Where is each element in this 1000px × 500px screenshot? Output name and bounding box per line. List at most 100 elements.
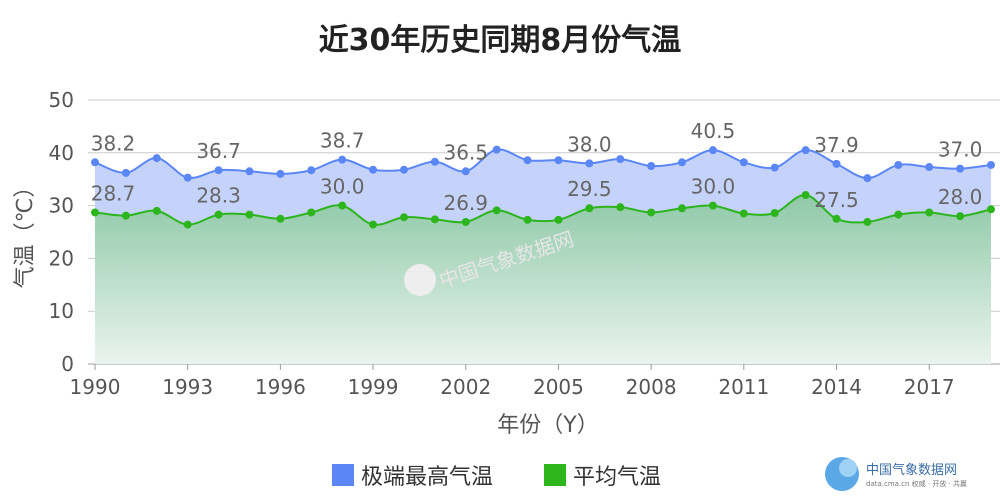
data-point-max[interactable] bbox=[739, 158, 748, 167]
data-point-max[interactable] bbox=[863, 174, 872, 183]
watermark-subtitle: data.cma.cn 权威 · 开放 · 共赢 bbox=[866, 479, 967, 488]
data-point-max[interactable] bbox=[152, 154, 161, 163]
data-point-avg[interactable] bbox=[739, 209, 748, 218]
y-tick-label: 0 bbox=[61, 352, 74, 376]
data-point-avg[interactable] bbox=[492, 206, 501, 215]
data-point-max[interactable] bbox=[461, 167, 470, 176]
legend-item-avg[interactable]: 平均气温 bbox=[544, 464, 661, 490]
watermark-logo: 中国气象数据网 data.cma.cn 权威 · 开放 · 共赢 bbox=[825, 457, 967, 491]
data-point-max[interactable] bbox=[678, 158, 687, 167]
x-tick-label: 1993 bbox=[162, 375, 213, 399]
data-label-max: 37.9 bbox=[814, 133, 859, 157]
data-point-avg[interactable] bbox=[585, 204, 594, 213]
data-point-avg[interactable] bbox=[91, 208, 99, 217]
data-point-max[interactable] bbox=[708, 146, 717, 155]
data-point-avg[interactable] bbox=[925, 208, 934, 217]
x-tick-label: 2014 bbox=[811, 375, 862, 399]
x-tick-label: 2005 bbox=[533, 375, 584, 399]
data-point-max[interactable] bbox=[245, 167, 254, 176]
data-point-avg[interactable] bbox=[245, 210, 254, 219]
x-tick-label: 2017 bbox=[904, 375, 955, 399]
x-tick-label: 1996 bbox=[255, 375, 306, 399]
data-point-avg[interactable] bbox=[770, 208, 779, 217]
data-point-avg[interactable] bbox=[214, 210, 223, 219]
data-point-max[interactable] bbox=[894, 160, 903, 169]
data-point-max[interactable] bbox=[925, 163, 934, 172]
data-label-max: 38.0 bbox=[567, 132, 612, 156]
y-tick-label: 50 bbox=[49, 88, 74, 112]
x-tick-label: 1999 bbox=[348, 375, 399, 399]
data-point-avg[interactable] bbox=[863, 217, 872, 226]
watermark-name: 中国气象数据网 bbox=[866, 462, 957, 478]
x-tick-label: 2008 bbox=[626, 375, 677, 399]
legend-item-max[interactable]: 极端最高气温 bbox=[332, 464, 493, 490]
x-tick-label: 1990 bbox=[70, 375, 121, 399]
data-point-max[interactable] bbox=[801, 146, 810, 155]
x-tick-label: 2011 bbox=[718, 375, 769, 399]
data-point-avg[interactable] bbox=[183, 220, 192, 229]
data-label-avg: 28.0 bbox=[938, 185, 983, 209]
data-point-avg[interactable] bbox=[523, 215, 532, 224]
data-point-max[interactable] bbox=[369, 165, 378, 174]
data-point-avg[interactable] bbox=[152, 206, 161, 215]
chart-title: 近30年历史同期8月份气温 bbox=[319, 23, 682, 58]
data-point-max[interactable] bbox=[647, 162, 656, 170]
data-point-avg[interactable] bbox=[121, 211, 130, 220]
data-label-avg: 28.3 bbox=[196, 184, 241, 208]
data-point-avg[interactable] bbox=[338, 201, 347, 210]
data-point-avg[interactable] bbox=[956, 212, 965, 221]
data-point-max[interactable] bbox=[91, 158, 99, 167]
series-points bbox=[91, 145, 995, 229]
data-point-avg[interactable] bbox=[647, 208, 656, 217]
data-point-max[interactable] bbox=[276, 169, 285, 178]
data-point-avg[interactable] bbox=[369, 220, 378, 229]
data-point-max[interactable] bbox=[214, 166, 223, 175]
data-point-max[interactable] bbox=[956, 164, 965, 173]
x-axis-ticks: 1990 1993 1996 1999 2002 2005 2008 2011 2014 2017 bbox=[70, 364, 955, 399]
y-tick-label: 20 bbox=[49, 246, 74, 270]
data-point-max[interactable] bbox=[307, 166, 316, 175]
data-label-avg: 29.5 bbox=[567, 177, 612, 201]
series-areas bbox=[95, 149, 991, 364]
data-point-max[interactable] bbox=[399, 165, 408, 174]
data-point-avg[interactable] bbox=[616, 203, 625, 212]
data-point-avg[interactable] bbox=[708, 201, 717, 210]
data-point-max[interactable] bbox=[338, 155, 347, 164]
data-point-avg[interactable] bbox=[430, 215, 439, 224]
data-point-max[interactable] bbox=[492, 145, 501, 154]
data-point-max[interactable] bbox=[616, 155, 625, 164]
data-label-max: 40.5 bbox=[691, 119, 736, 143]
x-tick-label: 2002 bbox=[440, 375, 491, 399]
data-point-max[interactable] bbox=[832, 159, 841, 168]
y-axis-ticks: 0 10 20 30 40 50 bbox=[49, 88, 74, 376]
data-point-avg[interactable] bbox=[461, 217, 470, 226]
data-point-avg[interactable] bbox=[832, 214, 841, 223]
data-point-max[interactable] bbox=[430, 157, 439, 166]
data-point-avg[interactable] bbox=[399, 213, 408, 222]
data-point-max[interactable] bbox=[987, 160, 995, 169]
y-tick-label: 30 bbox=[49, 194, 74, 218]
data-point-max[interactable] bbox=[183, 173, 192, 182]
data-point-avg[interactable] bbox=[276, 214, 285, 223]
data-label-max: 37.0 bbox=[938, 138, 983, 162]
data-point-max[interactable] bbox=[121, 168, 130, 177]
data-point-avg[interactable] bbox=[554, 215, 563, 224]
data-point-avg[interactable] bbox=[801, 191, 810, 200]
data-point-avg[interactable] bbox=[894, 210, 903, 219]
data-label-max: 36.5 bbox=[443, 140, 488, 164]
data-label-avg: 26.9 bbox=[443, 191, 488, 215]
legend-swatch-avg bbox=[544, 464, 566, 486]
x-axis-label: 年份（Y） bbox=[497, 413, 598, 438]
data-point-max[interactable] bbox=[554, 156, 563, 165]
data-point-max[interactable] bbox=[770, 163, 779, 172]
data-label-max: 38.7 bbox=[320, 129, 365, 153]
data-point-avg[interactable] bbox=[678, 204, 687, 213]
data-point-avg[interactable] bbox=[307, 208, 316, 217]
data-point-max[interactable] bbox=[585, 159, 594, 168]
data-label-avg: 30.0 bbox=[691, 175, 736, 199]
data-point-avg[interactable] bbox=[987, 205, 995, 214]
series-area-avg bbox=[95, 194, 991, 364]
data-point-max[interactable] bbox=[523, 156, 532, 165]
y-tick-label: 40 bbox=[49, 141, 74, 165]
